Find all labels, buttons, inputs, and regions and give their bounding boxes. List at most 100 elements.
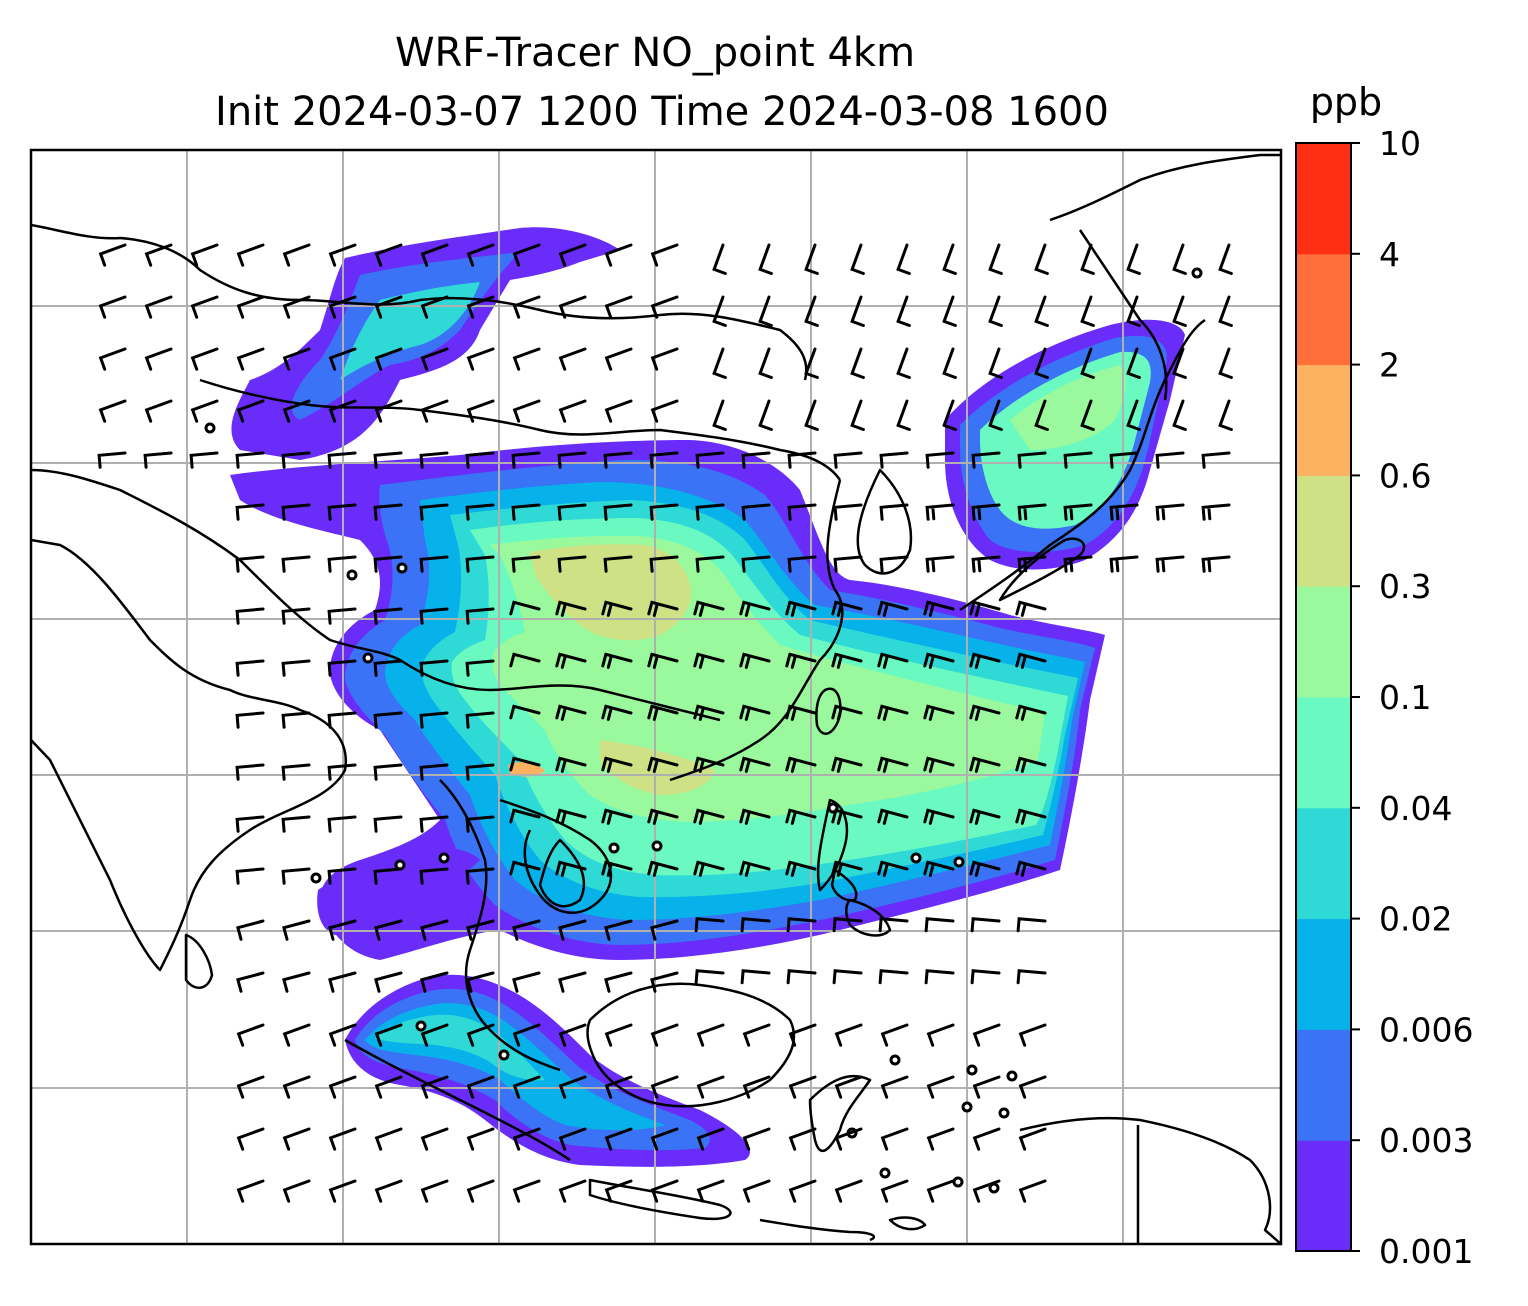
wind-barb [650, 243, 679, 267]
wind-barb [1034, 399, 1049, 431]
wind-barb [693, 704, 725, 721]
wind-barb [1080, 243, 1095, 275]
wind-barb [374, 1023, 403, 1047]
wind-barb [988, 399, 1003, 431]
wind-barb [649, 451, 679, 469]
wind-barb [971, 555, 1001, 573]
wind-barb [693, 860, 725, 877]
wind-barb [509, 808, 541, 824]
colorbar-tick-label: 0.003 [1379, 1121, 1473, 1160]
wind-barb [972, 1127, 1001, 1151]
wind-barb [788, 1023, 817, 1047]
wind-barb [555, 756, 587, 773]
wind-barb [969, 652, 1001, 669]
colorbar-segment [1296, 586, 1351, 698]
wind-barb [328, 971, 357, 993]
wind-barb [694, 969, 725, 985]
wind-barb [511, 451, 541, 469]
colorbar-segment [1296, 475, 1351, 587]
wind-barb [926, 1179, 955, 1203]
wind-barb [282, 399, 311, 423]
wind-barb [786, 969, 817, 985]
wind-barb [282, 243, 311, 267]
colorbar-unit: ppb [1310, 80, 1382, 124]
wind-barb [558, 243, 587, 267]
wind-barb [419, 451, 449, 469]
wind-barb [1201, 555, 1231, 573]
wind-barb [1172, 295, 1187, 327]
wind-barb [833, 503, 863, 521]
wind-barb [1080, 295, 1095, 327]
wind-barb [896, 347, 911, 379]
wind-barb [880, 1075, 909, 1099]
wind-barb [787, 555, 817, 573]
wind-barb [236, 399, 265, 423]
wind-barb [693, 756, 725, 773]
wind-barb [328, 295, 357, 319]
wind-barb [466, 1023, 495, 1047]
wind-barb [877, 860, 909, 877]
wind-barb [555, 652, 587, 669]
wind-barb [466, 295, 495, 319]
colorbar-ticks: 0.001 0.003 0.006 0.02 0.04 0.1 0.3 0.6 2 4 10 [1351, 124, 1473, 1271]
wind-barb [712, 295, 727, 327]
wind-barb [741, 503, 771, 521]
wind-barb [282, 295, 311, 319]
wind-barb [512, 347, 541, 371]
wind-barb [374, 399, 403, 423]
wind-barb [788, 1179, 817, 1203]
colorbar-segments [1296, 143, 1351, 1252]
wind-barb [235, 451, 265, 469]
wind-barb [988, 243, 1003, 275]
wind-barb [1172, 399, 1187, 431]
wind-barb [328, 919, 357, 941]
wind-barb [878, 969, 909, 985]
wind-barb [420, 347, 449, 371]
wind-barb [1109, 555, 1139, 573]
wind-barb [1109, 451, 1139, 469]
wind-barb [1126, 399, 1141, 431]
wind-barb [373, 451, 403, 469]
wind-barb [420, 243, 449, 267]
wind-barb [924, 917, 955, 933]
wind-barb [465, 451, 495, 469]
wind-barb [558, 1023, 587, 1047]
wind-barb [509, 600, 541, 616]
wind-barb [739, 600, 771, 617]
wind-barb [373, 815, 403, 833]
wind-barb [512, 243, 541, 267]
wind-barb [236, 295, 265, 319]
wind-barb [1172, 347, 1187, 379]
wind-barb [555, 808, 587, 825]
wind-barb [604, 243, 633, 267]
wind-barb [465, 815, 495, 833]
wind-barb [923, 808, 955, 825]
wind-barb [1016, 917, 1047, 933]
wind-barb [281, 867, 311, 885]
wind-barbs [97, 243, 1233, 1203]
wind-barb [1018, 1127, 1047, 1151]
wind-barb [834, 1023, 863, 1047]
wind-barb [604, 1075, 633, 1099]
wind-barb [235, 763, 265, 781]
wind-barb [758, 399, 773, 431]
wind-barb [328, 399, 357, 423]
wind-barb [650, 399, 679, 423]
wind-barb [1015, 600, 1047, 617]
wind-barb [831, 652, 863, 669]
wind-barb [601, 808, 633, 825]
wind-barb [419, 607, 449, 625]
wind-barb [1034, 347, 1049, 379]
wind-barb [282, 347, 311, 371]
wind-barb [601, 756, 633, 773]
wind-barb [374, 243, 403, 267]
wind-barb [647, 600, 679, 617]
wind-barb [420, 1127, 449, 1151]
wind-barb [512, 1023, 541, 1047]
wind-barb [236, 1075, 265, 1099]
wind-barb [1155, 555, 1185, 573]
wind-barb [739, 704, 771, 721]
colorbar: ppb 0.001 0.003 0.006 0.02 0.04 0.1 0.3 0.6 2 4 10 [1295, 80, 1473, 1271]
wind-barb [695, 555, 725, 573]
wind-barb [604, 971, 633, 993]
